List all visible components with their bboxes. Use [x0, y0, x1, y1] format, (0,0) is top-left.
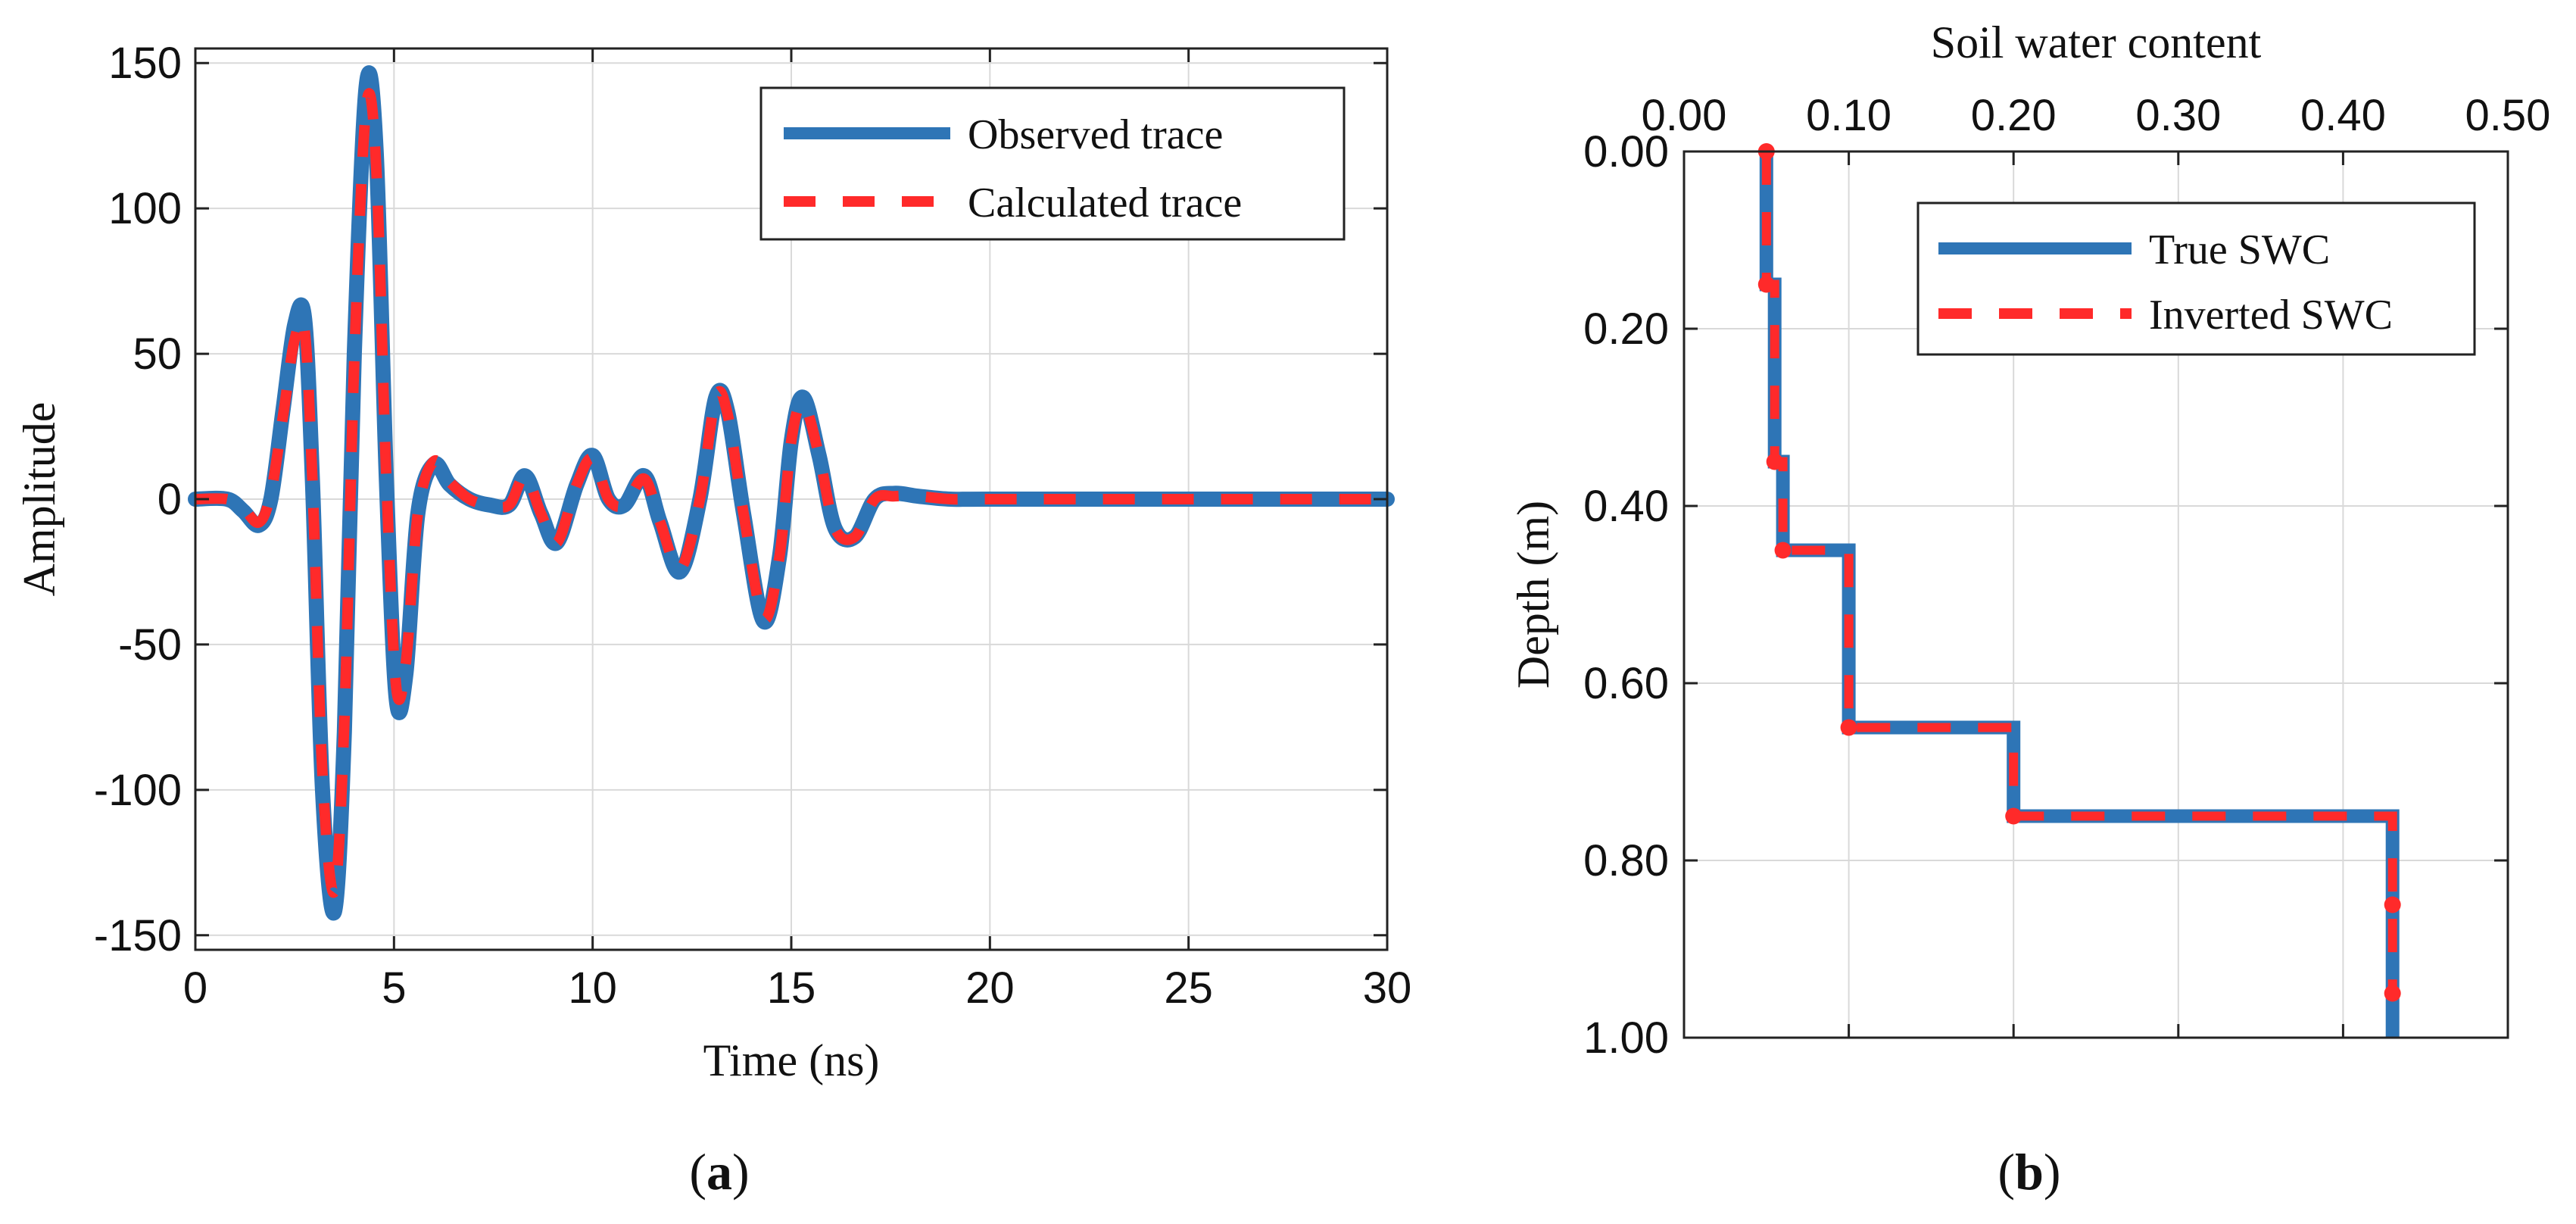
panel-b-x-axis-label: Soil water content — [1931, 17, 2262, 67]
panel-a-caption-letter: a — [706, 1143, 732, 1201]
b-y-tick-label: 0.80 — [1583, 836, 1669, 885]
panel-a-x-axis-label: Time (ns) — [703, 1035, 880, 1085]
legend-label-observed-trace: Observed trace — [968, 111, 1223, 158]
b-x-tick-label: 0.30 — [2135, 91, 2221, 140]
a-y-tick-label: -50 — [118, 620, 182, 670]
b-y-tick-label: 0.00 — [1583, 127, 1669, 176]
a-x-tick-label: 25 — [1164, 963, 1213, 1013]
a-x-tick-label: 0 — [183, 963, 207, 1013]
a-y-tick-label: 0 — [157, 475, 182, 524]
a-x-tick-label: 5 — [382, 963, 406, 1013]
a-y-tick-label: 50 — [133, 329, 182, 379]
b-y-tick-label: 0.40 — [1583, 482, 1669, 531]
b-x-tick-label: 0.10 — [1806, 91, 1891, 140]
series-calculated-trace — [195, 88, 1387, 898]
panel-b-legend: True SWC Inverted SWC — [1916, 201, 2476, 356]
panel-a-y-axis-label: Amplitude — [14, 402, 64, 597]
legend-label-calculated-trace: Calculated trace — [968, 180, 1242, 226]
panel-b-series — [1757, 143, 2401, 1038]
inverted-swc-marker — [1840, 719, 1857, 736]
a-y-tick-label: -100 — [94, 766, 182, 815]
panel-b-caption-letter: b — [2015, 1143, 2044, 1201]
b-x-tick-label: 0.40 — [2300, 91, 2386, 140]
b-y-tick-label: 1.00 — [1583, 1013, 1669, 1063]
panel-a-legend: Observed trace Calculated trace — [759, 86, 1346, 241]
panel-a-legend-box — [759, 86, 1346, 241]
a-y-tick-label: 100 — [108, 184, 182, 233]
legend-label-true-swc: True SWC — [2149, 226, 2330, 273]
inverted-swc-marker — [2384, 985, 2401, 1002]
a-x-tick-label: 30 — [1363, 963, 1412, 1013]
panel-a-caption: (a) — [689, 1143, 749, 1201]
inverted-swc-marker — [1757, 276, 1775, 293]
a-y-tick-label: 150 — [108, 39, 182, 88]
panel-b-caption: (b) — [1997, 1143, 2060, 1201]
inverted-swc-marker — [2384, 896, 2401, 913]
a-x-tick-label: 10 — [568, 963, 617, 1013]
b-y-tick-label: 0.20 — [1583, 304, 1669, 354]
b-y-tick-label: 0.60 — [1583, 659, 1669, 708]
inverted-swc-marker — [1766, 453, 1783, 470]
panel-b-axes-box — [1683, 150, 2509, 1039]
a-x-tick-label: 15 — [767, 963, 816, 1013]
inverted-swc-marker — [2005, 807, 2022, 825]
panel-a-ticks: 0 5 10 15 20 25 30 -150 -100 -50 0 50 100 150 — [94, 39, 1411, 1013]
panel-b-legend-box — [1916, 201, 2476, 356]
inverted-swc-marker — [1774, 542, 1792, 559]
panel-a-chart: 0 5 10 15 20 25 30 -150 -100 -50 0 50 100 150 Time (n… — [14, 39, 1411, 1085]
b-x-tick-label: 0.00 — [1642, 91, 1727, 140]
b-x-tick-label: 0.50 — [2465, 91, 2551, 140]
a-x-tick-label: 20 — [965, 963, 1015, 1013]
a-y-tick-label: -150 — [94, 911, 182, 960]
panel-b-y-axis-label: Depth (m) — [1508, 501, 1558, 688]
panel-a-series — [188, 65, 1395, 921]
panel-b-chart: 0.00 0.10 0.20 0.30 0.40 0.50 0.00 0.20 0.40 0.60… — [1508, 17, 2550, 1063]
panel-b-ticks: 0.00 0.10 0.20 0.30 0.40 0.50 0.00 0.20 0.40 0.60… — [1583, 91, 2550, 1063]
b-x-tick-label: 0.20 — [1971, 91, 2057, 140]
legend-label-inverted-swc: Inverted SWC — [2149, 292, 2393, 339]
